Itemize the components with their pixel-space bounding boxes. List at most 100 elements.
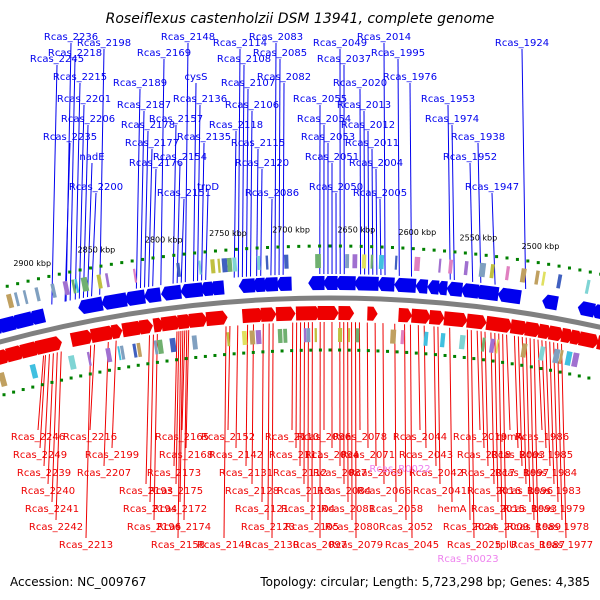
callout-line	[498, 333, 503, 521]
gene-block	[436, 280, 448, 296]
tick-dot	[549, 368, 553, 372]
tick-dot	[99, 264, 103, 268]
forward-gene-label: Rcas_2082	[257, 72, 311, 83]
reverse-gene-label: Rcas_2168	[159, 450, 213, 461]
callout-line	[47, 353, 54, 485]
callout-line	[180, 198, 185, 283]
genome-ring	[0, 244, 600, 397]
cog-stripe	[62, 280, 70, 296]
gene-block	[110, 324, 123, 340]
reverse-gene-label: Rcas_1977	[539, 540, 593, 551]
callout-line	[447, 104, 451, 280]
callout-line	[201, 142, 205, 281]
tick-dot	[318, 348, 322, 352]
reverse-gene-label: Rcas_1989	[507, 522, 561, 533]
reverse-gene-label: Rcas_2175	[149, 486, 203, 497]
cog-stripe	[520, 343, 528, 358]
tick-dot	[443, 249, 447, 253]
reverse-gene-label: Rcas_2207	[77, 468, 131, 479]
callout-line	[525, 337, 531, 503]
forward-gene-label: Rcas_2037	[317, 54, 371, 65]
tick-dot	[481, 358, 485, 362]
gene-block	[596, 335, 600, 350]
forward-gene-label: Rcas_2176	[129, 158, 183, 169]
tick-dot	[297, 244, 301, 248]
tick-dot	[2, 393, 6, 397]
cog-stripe	[361, 254, 367, 269]
gene-block	[69, 329, 93, 347]
callout-line	[477, 142, 482, 283]
callout-line	[537, 339, 543, 431]
reverse-gene-label: Rcas_2112	[273, 468, 327, 479]
scale-tick-label: 2800 kbp	[145, 235, 183, 244]
reverse-gene-label: Rcas_2069	[349, 468, 403, 479]
callout-line	[197, 104, 201, 281]
callout-line	[494, 333, 499, 503]
callout-line	[241, 64, 245, 277]
cog-stripe	[314, 328, 318, 343]
reverse-genes	[0, 306, 600, 365]
reverse-gene-label: Rcas_2130	[245, 540, 299, 551]
cog-stripe	[489, 263, 495, 279]
callout-line	[145, 335, 150, 485]
forward-gene-label: Rcas_2148	[161, 32, 215, 43]
cog-stripe	[117, 346, 122, 361]
callout-line	[470, 330, 475, 539]
forward-gene-label: Rcas_2050	[309, 182, 363, 193]
forward-gene-label: Rcas_2083	[249, 32, 303, 43]
cog-stripe	[74, 278, 80, 293]
outer-dot-track	[5, 244, 600, 288]
tick-dot	[172, 253, 176, 257]
scale-tick-label: 2850 kbp	[78, 246, 116, 255]
reverse-gene-label: Rcas_2058	[369, 504, 423, 515]
tick-dot	[57, 272, 61, 276]
tick-dot	[88, 372, 92, 376]
cog-stripe	[347, 328, 351, 343]
tick-dot	[547, 262, 551, 266]
cog-stripe	[71, 279, 77, 294]
callout-line	[184, 42, 189, 283]
tick-dot	[26, 279, 30, 283]
forward-gene-label: Rcas_2013	[337, 100, 391, 111]
forward-genes	[0, 276, 600, 334]
gene-block	[89, 325, 115, 343]
reverse-gene-label: Rcas_1986	[515, 432, 569, 443]
forward-gene-label: Rcas_2107	[221, 78, 275, 89]
reverse-gene-label: Rcas_1993	[503, 504, 557, 515]
reverse-gene-label: Rcas_2149	[197, 540, 251, 551]
tick-dot	[338, 244, 342, 248]
tick-dot	[411, 247, 415, 251]
cog-stripe	[541, 271, 546, 286]
reverse-gene-label: Rcas_2003	[491, 450, 545, 461]
cog-stripe	[504, 266, 511, 281]
gene-block	[78, 296, 104, 315]
tick-dot	[12, 390, 16, 394]
cog-stripe	[104, 273, 110, 288]
callout-line	[271, 323, 274, 539]
cog-stripe	[217, 258, 221, 273]
tick-dot	[68, 270, 72, 274]
callout-line	[409, 82, 413, 277]
callout-line	[152, 168, 157, 287]
callout-line	[517, 336, 523, 467]
callout-line	[513, 335, 519, 449]
tick-dot	[443, 353, 447, 357]
callout-line	[545, 340, 551, 467]
tick-dot	[109, 262, 113, 266]
callout-line	[549, 341, 555, 485]
cog-stripe	[355, 328, 360, 343]
rna-gene-label: Rcas_R0023	[437, 554, 498, 565]
tick-dot	[155, 360, 159, 364]
cog-stripe	[249, 330, 256, 345]
tick-dot	[557, 264, 561, 268]
tick-dot	[242, 351, 246, 355]
callout-line	[192, 82, 197, 282]
cog-stripe	[176, 262, 182, 277]
callout-line	[179, 330, 184, 503]
tick-dot	[290, 349, 294, 353]
gene-block	[19, 341, 40, 359]
callout-line	[397, 58, 400, 276]
gene-block	[367, 306, 378, 321]
cog-stripe	[96, 274, 103, 289]
reverse-gene-label: Rcas_2241	[25, 504, 79, 515]
